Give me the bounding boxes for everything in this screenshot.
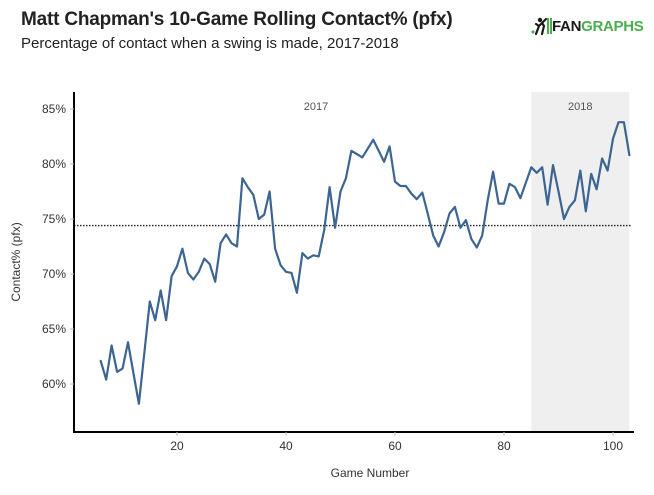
x-tick-label: 60 xyxy=(388,439,402,453)
x-tick-label: 40 xyxy=(279,439,293,453)
x-tick-label: 100 xyxy=(603,439,623,453)
fangraphs-logo: FAN GRAPHS xyxy=(530,13,644,39)
axes: 60% 65% 70% 75% 80% 85% 20 40 60 80 100 xyxy=(42,92,634,453)
logo-text-graphs: GRAPHS xyxy=(581,17,644,35)
chart-subtitle: Percentage of contact when a swing is ma… xyxy=(21,35,399,52)
logo-text-fan: FAN xyxy=(552,17,582,35)
y-tick-label: 75% xyxy=(42,212,66,226)
x-tick-label: 80 xyxy=(497,439,511,453)
y-tick-label: 85% xyxy=(42,102,66,116)
y-axis-title: Contact% (pfx) xyxy=(9,222,23,301)
region-label-2017: 2017 xyxy=(304,101,328,113)
labels: Game Number Contact% (pfx) xyxy=(9,222,409,480)
region-shade-2018 xyxy=(531,92,630,432)
y-tick-label: 60% xyxy=(42,377,66,391)
year-regions: 2017 2018 xyxy=(304,92,630,432)
chart-title: Matt Chapman's 10-Game Rolling Contact% … xyxy=(21,9,453,30)
x-tick-label: 20 xyxy=(170,439,184,453)
y-tick-label: 70% xyxy=(42,267,66,281)
y-tick-label: 80% xyxy=(42,157,66,171)
region-label-2018: 2018 xyxy=(568,101,592,113)
series-line xyxy=(99,121,631,405)
y-tick-label: 65% xyxy=(42,322,66,336)
x-axis-title: Game Number xyxy=(331,466,410,480)
batter-icon xyxy=(531,17,552,36)
series-layer xyxy=(99,121,631,405)
